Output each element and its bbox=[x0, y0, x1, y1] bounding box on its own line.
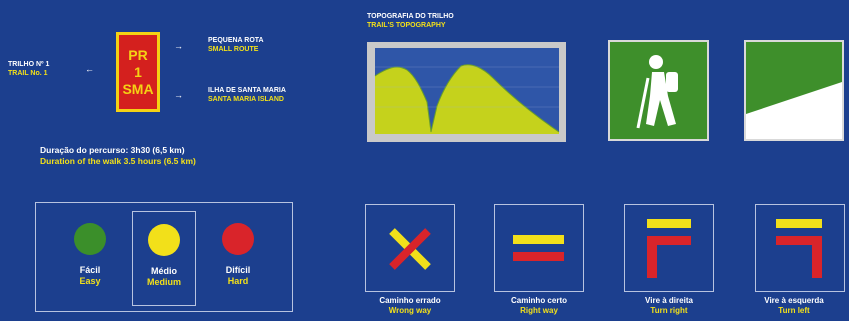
sign-line-3: SMA bbox=[122, 80, 154, 97]
duration-pt: Duração do percurso: 3h30 (6,5 km) bbox=[40, 145, 185, 155]
pr-sign: PR 1 SMA bbox=[116, 32, 160, 112]
topography-chart bbox=[367, 42, 566, 142]
route-type: PEQUENA ROTA SMALL ROUTE bbox=[208, 36, 264, 54]
difficulty-easy: Fácil Easy bbox=[58, 211, 122, 306]
duration-en: Duration of the walk 3.5 hours (6.5 km) bbox=[40, 156, 196, 166]
island-name: ILHA DE SANTA MARIA SANTA MARIA ISLAND bbox=[208, 86, 286, 104]
arrow-right-icon: → bbox=[174, 41, 183, 51]
sign-line-2: 1 bbox=[134, 63, 142, 80]
easy-en: Easy bbox=[79, 276, 101, 286]
turn-right-label: Vire à direita Turn right bbox=[614, 296, 724, 316]
right-way-label: Caminho certo Right way bbox=[484, 296, 594, 316]
hiker-icon bbox=[636, 55, 678, 129]
turn-right-en: Turn right bbox=[650, 306, 688, 315]
turn-left-icon bbox=[776, 219, 822, 278]
easy-pt: Fácil bbox=[79, 265, 101, 275]
wrong-way-icon bbox=[389, 228, 431, 270]
trail-number: TRILHO Nº 1 TRAIL No. 1 bbox=[8, 60, 49, 78]
sign-line-1: PR bbox=[128, 46, 148, 63]
turn-left-pt: Vire à esquerda bbox=[764, 296, 824, 305]
island-pt: ILHA DE SANTA MARIA bbox=[208, 87, 286, 94]
turn-left-label: Vire à esquerda Turn left bbox=[739, 296, 849, 316]
right-way-en: Right way bbox=[520, 306, 558, 315]
difficulty-hard: Difícil Hard bbox=[206, 211, 270, 306]
wrong-way-tile bbox=[365, 204, 455, 292]
turn-right-icon bbox=[647, 219, 691, 278]
hard-pt: Difícil bbox=[225, 265, 251, 275]
duration: Duração do percurso: 3h30 (6,5 km) Durat… bbox=[40, 145, 196, 167]
hard-en: Hard bbox=[227, 276, 249, 286]
turn-left-en: Turn left bbox=[778, 306, 810, 315]
arrow-left-icon: ← bbox=[85, 64, 94, 74]
elevation-profile-image bbox=[374, 48, 560, 134]
medium-pt: Médio bbox=[150, 266, 177, 276]
topography-title-pt: TOPOGRAFIA DO TRILHO bbox=[367, 13, 454, 20]
trail-number-en: TRAIL No. 1 bbox=[8, 70, 48, 77]
difficulty-panel: Fácil Easy Médio Medium Difícil Hard bbox=[35, 202, 293, 312]
wrong-way-pt: Caminho errado bbox=[379, 296, 441, 305]
medium-dot-icon bbox=[148, 224, 180, 256]
wrong-way-label: Caminho errado Wrong way bbox=[355, 296, 465, 316]
island-en: SANTA MARIA ISLAND bbox=[208, 96, 284, 103]
slope-tile bbox=[744, 40, 844, 141]
turn-right-pt: Vire à direita bbox=[645, 296, 693, 305]
right-way-tile bbox=[494, 204, 584, 292]
hard-dot-icon bbox=[222, 223, 254, 255]
turn-right-tile bbox=[624, 204, 714, 292]
medium-en: Medium bbox=[146, 277, 181, 287]
turn-left-tile bbox=[755, 204, 845, 292]
difficulty-medium: Médio Medium bbox=[132, 211, 196, 306]
right-way-pt: Caminho certo bbox=[510, 296, 567, 305]
slope-icon bbox=[746, 82, 842, 139]
arrow-right-icon: → bbox=[174, 90, 183, 100]
route-type-pt: PEQUENA ROTA bbox=[208, 37, 264, 44]
trail-number-pt: TRILHO Nº 1 bbox=[8, 61, 50, 68]
route-type-en: SMALL ROUTE bbox=[208, 46, 259, 53]
hiking-trail-tile bbox=[608, 40, 709, 141]
topography-title: TOPOGRAFIA DO TRILHO TRAIL'S TOPOGRAPHY bbox=[367, 12, 454, 30]
wrong-way-en: Wrong way bbox=[388, 306, 432, 315]
topography-title-en: TRAIL'S TOPOGRAPHY bbox=[367, 22, 446, 29]
easy-dot-icon bbox=[74, 223, 106, 255]
right-way-icon bbox=[513, 235, 564, 261]
